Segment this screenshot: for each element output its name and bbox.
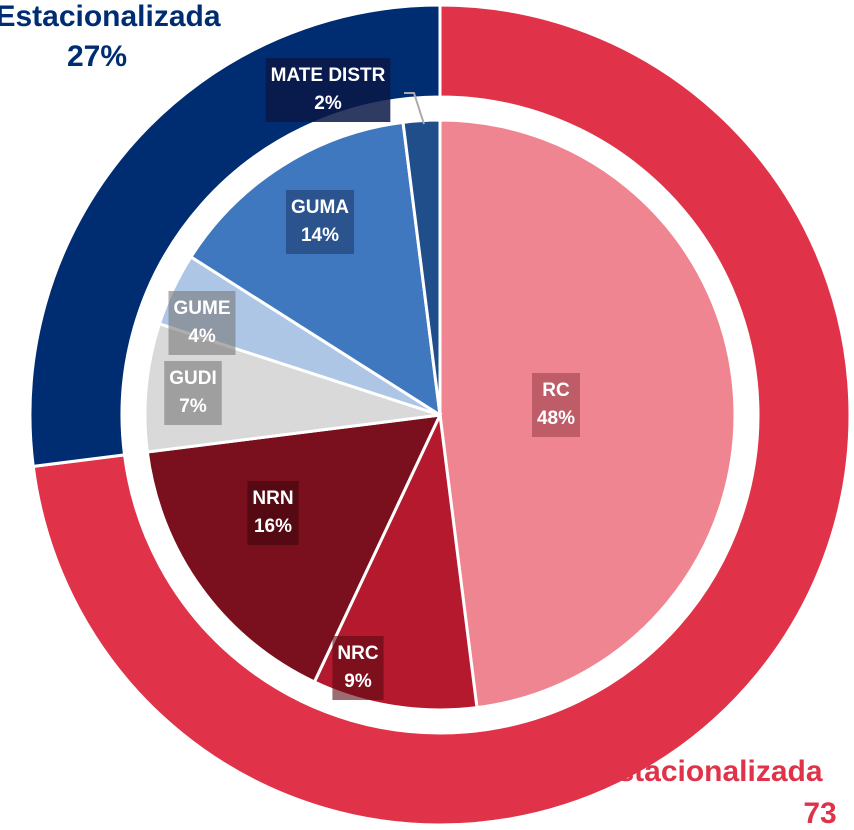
label-box (531, 373, 581, 437)
ring-segment (28, 3, 442, 469)
label-box (285, 190, 355, 254)
slice-percent: 7% (179, 396, 207, 417)
slice-percent: 16% (254, 516, 292, 537)
ring-percent: 27% (67, 40, 127, 73)
slice-label: GUDI 7% (164, 361, 222, 425)
ring-name: Estacionalizada (597, 755, 822, 788)
slice-name: GUME (174, 298, 231, 319)
slice-percent: 9% (344, 671, 372, 692)
slice-name: NRC (337, 643, 378, 664)
slice-label: NRN 16% (247, 481, 299, 545)
pie-slice (438, 118, 737, 710)
slice-label: MATE DISTR 2% (265, 58, 391, 122)
pie-slice (401, 118, 442, 416)
slice-name: MATE DISTR (271, 65, 386, 86)
slice-name: NRN (252, 488, 293, 509)
pie-slice (145, 413, 443, 684)
pie-slice (188, 120, 442, 418)
label-box (168, 291, 236, 355)
slice-name: GUDI (169, 368, 217, 389)
slice-label: GUME 4% (168, 291, 236, 355)
slice-label: RC 48% (531, 373, 581, 437)
ring-segment (31, 3, 852, 827)
slice-percent: 4% (188, 326, 216, 347)
label-box (332, 636, 384, 700)
label-box (164, 361, 222, 425)
slice-percent: 2% (314, 93, 342, 114)
ring-percent: 73 (803, 797, 836, 825)
label-box (247, 481, 299, 545)
ring-name: Estacionalizada (0, 0, 221, 33)
slice-percent: 48% (537, 408, 575, 429)
label-box (265, 58, 391, 122)
leader-line (404, 92, 425, 125)
slice-name: GUMA (291, 197, 349, 218)
slice-label: GUMA 14% (285, 190, 355, 254)
slice-label: NRC 9% (332, 636, 384, 700)
slice-percent: 14% (301, 225, 339, 246)
slice-name: RC (542, 380, 570, 401)
